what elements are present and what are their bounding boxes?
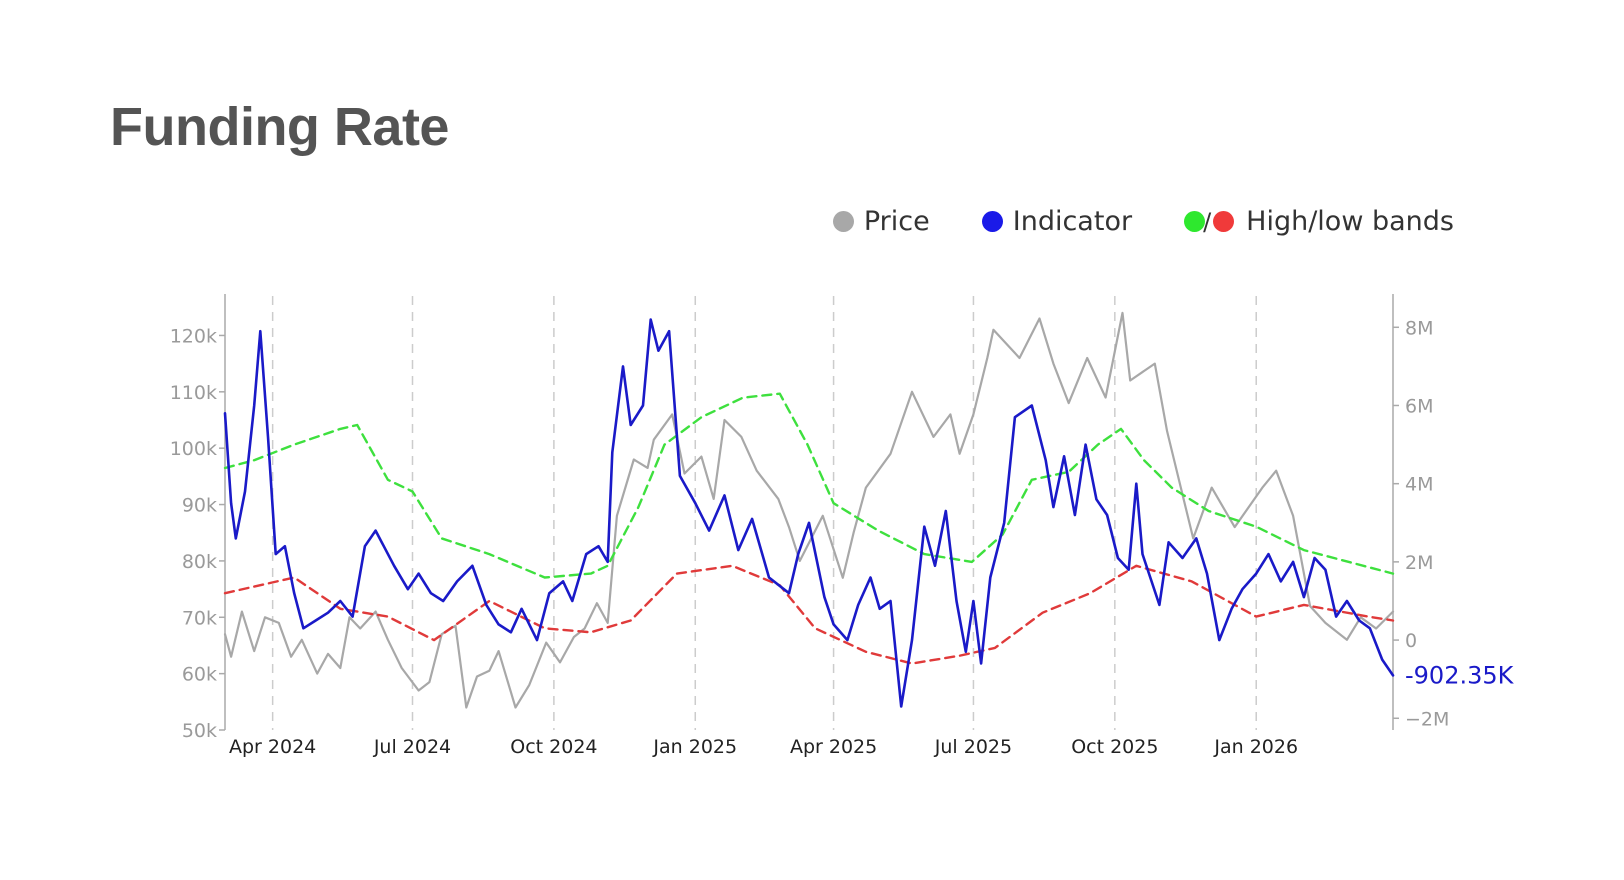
series-layer <box>223 311 1395 709</box>
legend-label-indicator: Indicator <box>1012 206 1133 237</box>
left-tick-label: 60k <box>182 664 217 686</box>
left-tick-label: 50k <box>182 720 217 742</box>
right-tick-label: 2M <box>1405 552 1433 574</box>
legend-label-price: Price <box>863 206 930 237</box>
x-tick-label: Jan 2025 <box>652 736 737 758</box>
grid-layer <box>271 296 1257 730</box>
legend-item-price[interactable]: Price <box>832 206 930 237</box>
x-tick-label: Oct 2025 <box>1071 736 1158 758</box>
high-band-swatch-icon <box>1184 211 1206 232</box>
x-tick-label: Oct 2024 <box>510 736 597 758</box>
left-tick-label: 110k <box>170 382 217 404</box>
axis-layer <box>219 294 1399 731</box>
right-tick-label: 8M <box>1405 317 1433 339</box>
indicator-swatch-icon <box>981 211 1003 232</box>
x-tick-label: Jul 2025 <box>934 736 1012 758</box>
series-line-low-band <box>223 564 1395 665</box>
left-tick-label: 80k <box>182 551 217 573</box>
chart-legend: Price Indicator / High/low bands <box>832 206 1454 237</box>
right-tick-label: −2M <box>1405 708 1449 730</box>
legend-separator: / <box>1203 207 1212 236</box>
page-title: Funding Rate <box>110 97 449 157</box>
legend-item-indicator[interactable]: Indicator <box>981 206 1133 237</box>
label-layer: Apr 2024 Jul 2024 Oct 2024 Jan 2025 Apr 2025… <box>170 317 1515 758</box>
legend-label-bands: High/low bands <box>1246 206 1454 237</box>
legend-item-bands[interactable]: / High/low bands <box>1184 206 1454 237</box>
series-line-high-band <box>223 392 1395 579</box>
right-tick-label: 6M <box>1405 395 1433 417</box>
x-tick-label: Jul 2024 <box>373 736 451 758</box>
price-swatch-icon <box>832 211 854 232</box>
right-tick-label: 0 <box>1405 630 1417 652</box>
left-tick-label: 70k <box>182 607 217 629</box>
low-band-swatch-icon <box>1213 211 1235 232</box>
right-tick-label: 4M <box>1405 474 1433 496</box>
x-tick-label: Jan 2026 <box>1213 736 1298 758</box>
indicator-last-value-label: -902.35K <box>1405 661 1515 689</box>
series-line-indicator <box>223 318 1395 708</box>
x-tick-label: Apr 2024 <box>229 736 316 758</box>
left-tick-label: 90k <box>182 495 217 517</box>
left-tick-label: 120k <box>170 325 217 347</box>
left-tick-label: 100k <box>170 438 217 460</box>
series-line-price <box>223 311 1395 709</box>
x-tick-label: Apr 2025 <box>790 736 877 758</box>
